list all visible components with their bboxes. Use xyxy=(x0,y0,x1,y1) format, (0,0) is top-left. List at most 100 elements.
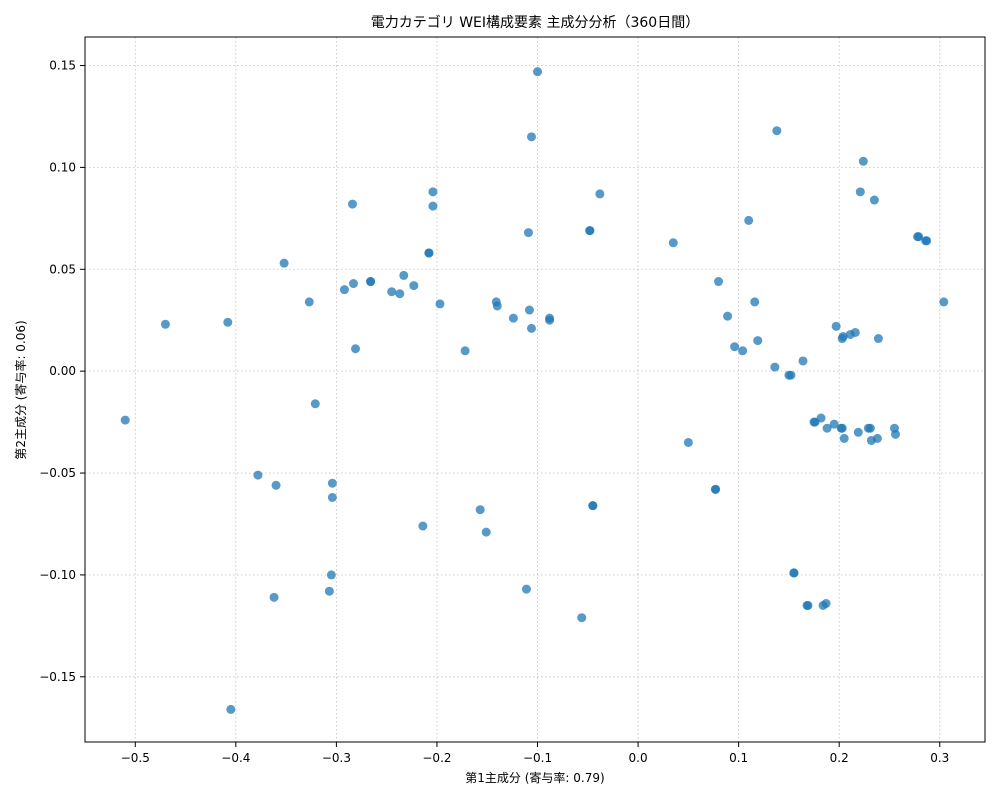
scatter-point xyxy=(475,505,485,515)
y-tick-label: 0.10 xyxy=(49,160,76,174)
scatter-point xyxy=(160,319,170,329)
scatter-point xyxy=(310,399,320,409)
scatter-point xyxy=(772,126,782,136)
scatter-point xyxy=(595,189,605,199)
scatter-point xyxy=(798,356,808,366)
y-axis-label: 第2主成分 (寄与率: 0.06) xyxy=(13,320,28,459)
scatter-point xyxy=(922,236,932,246)
scatter-point xyxy=(837,423,847,433)
scatter-point xyxy=(831,321,841,331)
x-tick-label: 0.2 xyxy=(830,751,849,765)
axis-ticks: −0.5 −0.4 −0.3 −0.2 −0.1 0.0 0.1 0.2 0.3 −0.15 −0.… xyxy=(39,59,949,765)
scatter-point xyxy=(428,201,438,211)
y-tick-label: −0.10 xyxy=(39,568,76,582)
scatter-point xyxy=(723,311,733,321)
scatter-point xyxy=(714,277,724,287)
scatter-point xyxy=(850,327,860,337)
scatter-point xyxy=(348,279,358,289)
scatter-point xyxy=(683,437,693,447)
scatter-point xyxy=(327,478,337,488)
scatter-point xyxy=(339,285,349,295)
x-tick-label: 0.1 xyxy=(729,751,748,765)
scatter-point xyxy=(521,584,531,594)
scatter-point xyxy=(387,287,397,297)
scatter-point xyxy=(428,187,438,197)
y-tick-label: 0.05 xyxy=(49,262,76,276)
scatter-point xyxy=(865,423,875,433)
scatter-point xyxy=(366,277,376,287)
scatter-point xyxy=(853,427,863,437)
scatter-point xyxy=(821,598,831,608)
scatter-point xyxy=(668,238,678,248)
y-tick-label: 0.15 xyxy=(49,59,76,73)
scatter-point xyxy=(839,433,849,443)
scatter-point xyxy=(269,592,279,602)
scatter-point xyxy=(324,586,334,596)
scatter-point xyxy=(395,289,405,299)
data-points xyxy=(120,67,949,714)
x-tick-label: −0.5 xyxy=(121,751,150,765)
scatter-point xyxy=(869,195,879,205)
scatter-point xyxy=(481,527,491,537)
scatter-point xyxy=(271,480,281,490)
scatter-point xyxy=(279,258,289,268)
scatter-point xyxy=(545,315,555,325)
scatter-point xyxy=(523,228,533,238)
scatter-point xyxy=(327,492,337,502)
scatter-point xyxy=(753,336,763,346)
scatter-point xyxy=(526,132,536,142)
scatter-point xyxy=(460,346,470,356)
y-tick-label: −0.15 xyxy=(39,670,76,684)
scatter-point xyxy=(533,67,543,77)
scatter-point xyxy=(223,317,233,327)
grid-lines xyxy=(85,37,985,742)
scatter-point xyxy=(789,568,799,578)
y-tick-label: 0.00 xyxy=(49,364,76,378)
scatter-point xyxy=(738,346,748,356)
scatter-point xyxy=(750,297,760,307)
scatter-point xyxy=(409,281,419,291)
scatter-point xyxy=(711,484,721,494)
scatter-point xyxy=(803,600,813,610)
scatter-point xyxy=(939,297,949,307)
scatter-point xyxy=(816,413,826,423)
scatter-point xyxy=(838,332,848,342)
scatter-point xyxy=(786,370,796,380)
x-tick-label: 0.0 xyxy=(629,751,648,765)
scatter-point xyxy=(585,226,595,236)
scatter-point xyxy=(873,334,883,344)
scatter-point xyxy=(418,521,428,531)
scatter-point xyxy=(226,704,236,714)
scatter-point xyxy=(588,501,598,511)
scatter-point xyxy=(872,433,882,443)
scatter-point xyxy=(508,313,518,323)
x-tick-label: −0.3 xyxy=(322,751,351,765)
scatter-point xyxy=(858,156,868,166)
x-tick-label: −0.2 xyxy=(422,751,451,765)
scatter-point xyxy=(577,613,587,623)
x-tick-label: −0.4 xyxy=(221,751,250,765)
x-tick-label: −0.1 xyxy=(523,751,552,765)
scatter-point xyxy=(730,342,740,352)
scatter-point xyxy=(526,323,536,333)
scatter-point xyxy=(424,248,434,258)
scatter-point xyxy=(326,570,336,580)
scatter-point xyxy=(492,301,502,311)
y-tick-label: −0.05 xyxy=(39,466,76,480)
scatter-point xyxy=(399,270,409,280)
scatter-point xyxy=(435,299,445,309)
x-axis-label: 第1主成分 (寄与率: 0.79) xyxy=(465,770,604,785)
scatter-point xyxy=(829,419,839,429)
scatter-point xyxy=(744,215,754,225)
scatter-point xyxy=(822,423,832,433)
x-tick-label: 0.3 xyxy=(930,751,949,765)
scatter-point xyxy=(770,362,780,372)
scatter-point xyxy=(304,297,314,307)
scatter-point xyxy=(351,344,361,354)
chart-title: 電力カテゴリ WEI構成要素 主成分分析（360日間） xyxy=(371,14,699,31)
plot-frame xyxy=(84,36,986,743)
scatter-point xyxy=(524,305,534,315)
scatter-point xyxy=(120,415,130,425)
scatter-point xyxy=(914,232,924,242)
